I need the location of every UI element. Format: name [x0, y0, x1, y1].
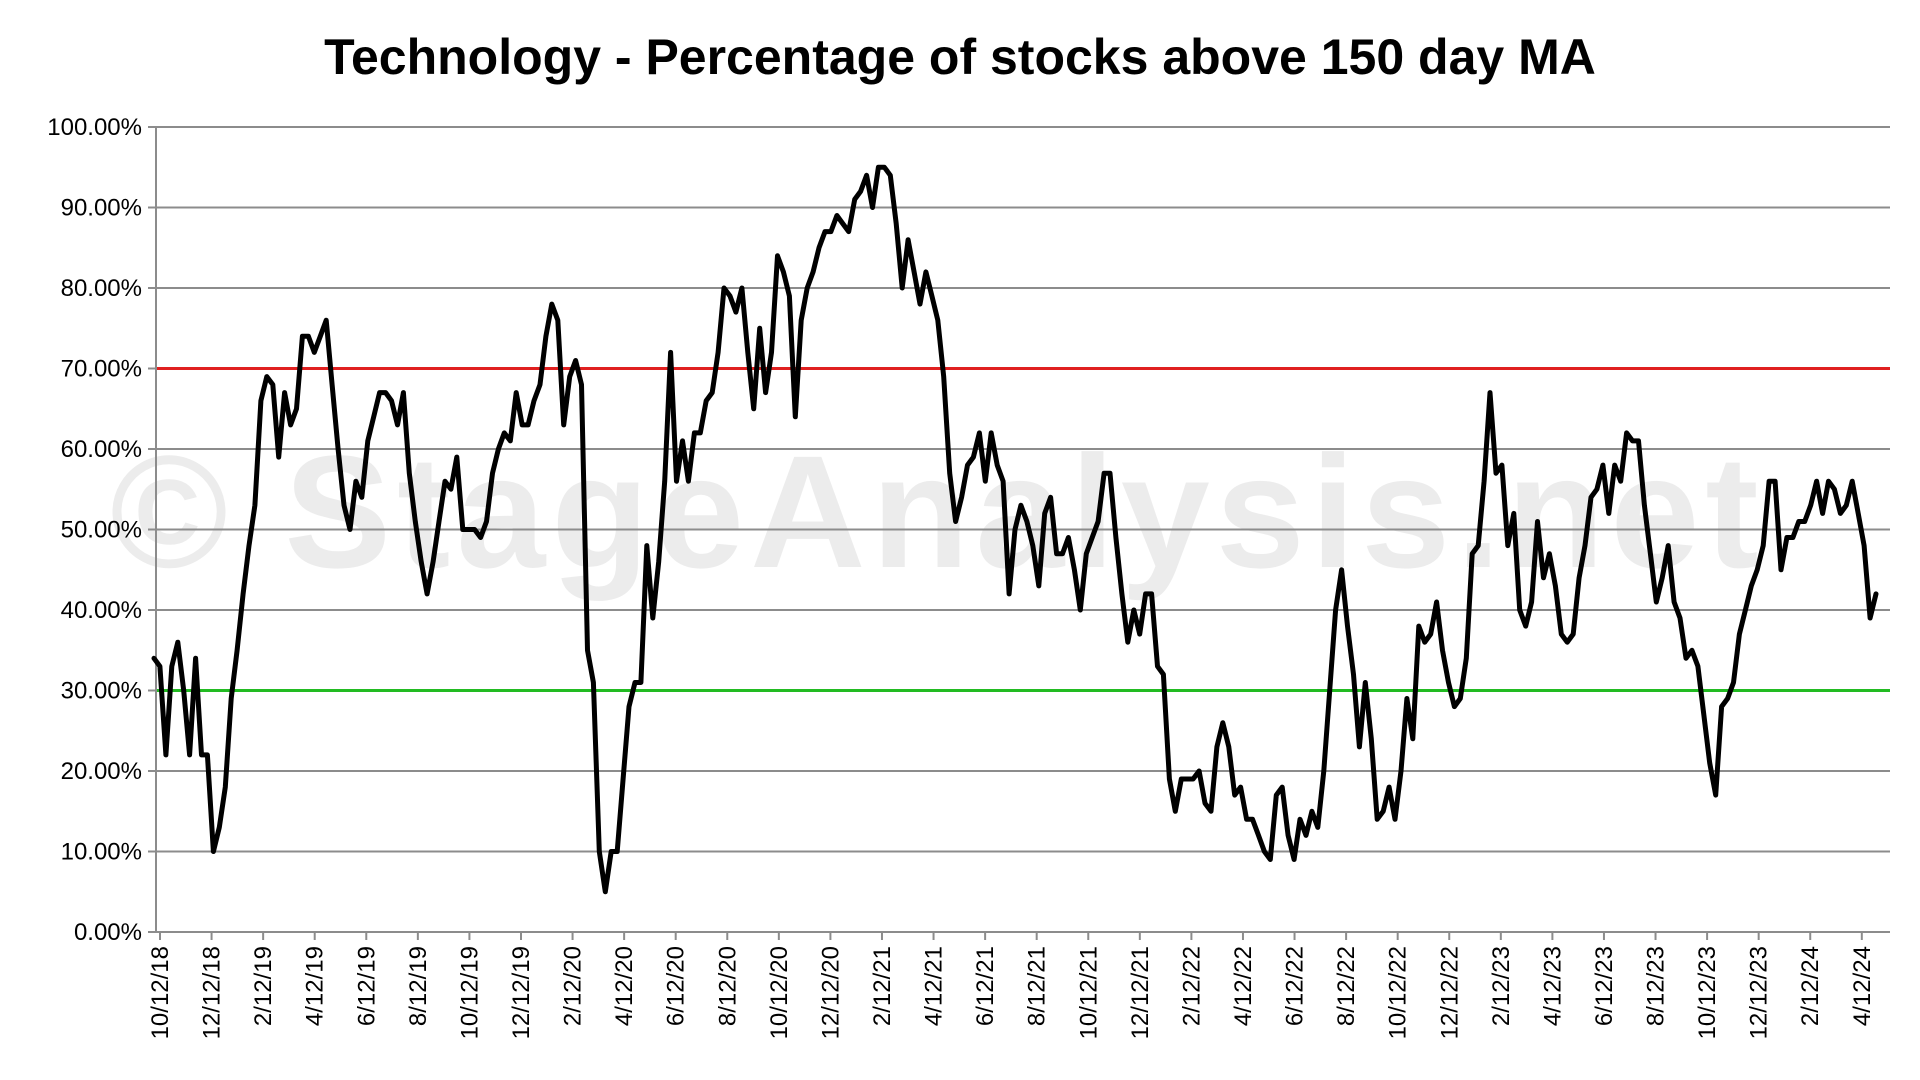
x-tick-label: 10/12/19 [456, 946, 483, 1039]
x-tick-label: 6/12/21 [972, 946, 999, 1026]
x-tick-label: 2/12/24 [1797, 946, 1824, 1026]
series-line [151, 164, 1879, 895]
x-tick-label: 12/12/23 [1746, 946, 1773, 1039]
y-tick-label: 80.00% [61, 275, 142, 302]
x-tick-label: 2/12/20 [560, 946, 587, 1026]
x-tick-label: 6/12/19 [353, 946, 380, 1026]
x-tick-label: 10/12/20 [766, 946, 793, 1039]
x-tick-label: 4/12/20 [611, 946, 638, 1026]
x-tick-label: 2/12/19 [250, 946, 277, 1026]
x-tick-label: 4/12/22 [1230, 946, 1257, 1026]
x-tick-label: 8/12/23 [1643, 946, 1670, 1026]
x-tick-label: 6/12/23 [1591, 946, 1618, 1026]
x-tick-label: 10/12/18 [147, 946, 174, 1039]
x-tick-label: 10/12/22 [1385, 946, 1412, 1039]
y-tick-label: 90.00% [61, 195, 142, 222]
y-tick-label: 30.00% [61, 678, 142, 705]
x-tick-label: 12/12/20 [817, 946, 844, 1039]
x-tick-label: 8/12/21 [1024, 946, 1051, 1026]
x-tick-label: 2/12/23 [1488, 946, 1515, 1026]
x-tick-label: 8/12/20 [714, 946, 741, 1026]
chart-title: Technology - Percentage of stocks above … [324, 29, 1596, 85]
x-tick-label: 4/12/24 [1849, 946, 1876, 1026]
x-tick-label: 10/12/23 [1694, 946, 1721, 1039]
x-tick-label: 4/12/21 [921, 946, 948, 1026]
y-tick-label: 20.00% [61, 758, 142, 785]
x-tick-label: 12/12/18 [199, 946, 226, 1039]
x-tick-label: 12/12/22 [1436, 946, 1463, 1039]
x-tick-label: 6/12/22 [1282, 946, 1309, 1026]
x-tick-label: 2/12/22 [1178, 946, 1205, 1026]
x-tick-label: 4/12/19 [302, 946, 329, 1026]
x-tick-label: 4/12/23 [1539, 946, 1566, 1026]
y-tick-label: 10.00% [61, 839, 142, 866]
y-tick-label: 0.00% [74, 919, 142, 946]
x-tick-label: 10/12/21 [1075, 946, 1102, 1039]
x-tick-label: 2/12/21 [869, 946, 896, 1026]
y-tick-label: 100.00% [47, 114, 142, 141]
y-tick-label: 40.00% [61, 597, 142, 624]
y-tick-label: 70.00% [61, 356, 142, 383]
y-tick-label: 50.00% [61, 517, 142, 544]
x-tick-label: 6/12/20 [663, 946, 690, 1026]
x-tick-label: 8/12/19 [405, 946, 432, 1026]
y-tick-label: 60.00% [61, 436, 142, 463]
x-tick-label: 8/12/22 [1333, 946, 1360, 1026]
x-tick-label: 12/12/21 [1127, 946, 1154, 1039]
x-tick-label: 12/12/19 [508, 946, 535, 1039]
